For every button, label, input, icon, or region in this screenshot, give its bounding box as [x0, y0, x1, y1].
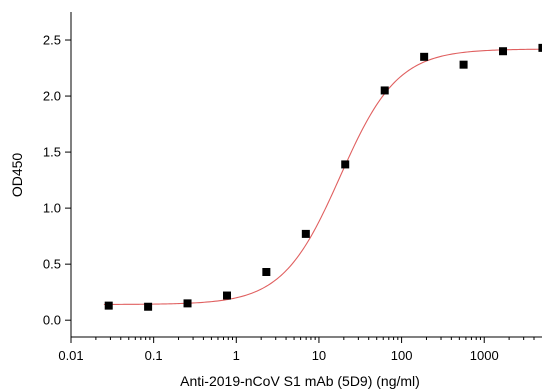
x-tick-label: 0.01: [58, 348, 83, 363]
data-point: [459, 60, 468, 69]
x-tick-label: 100: [391, 348, 413, 363]
data-point: [499, 47, 508, 56]
fit-curve: [103, 48, 542, 305]
y-tick-label: 2.0: [43, 89, 61, 104]
x-tick-label: 10: [312, 348, 326, 363]
y-tick-label: 2.5: [43, 33, 61, 48]
x-axis-title: Anti-2019-nCoV S1 mAb (5D9) (ng/ml): [180, 373, 420, 389]
data-point: [420, 52, 429, 61]
y-tick-label: 1.5: [43, 145, 61, 160]
axes: 0.01 0.1 1 10 100 1000 0.0 0.5 1.0 1.5 2.0 2.5: [43, 12, 542, 363]
data-point: [223, 291, 232, 300]
y-tick-label: 1.0: [43, 201, 61, 216]
x-tick-label: 1: [233, 348, 240, 363]
y-ticks: 0.0 0.5 1.0 1.5 2.0 2.5: [43, 33, 71, 328]
data-point: [144, 302, 153, 311]
x-ticks: 0.01 0.1 1 10 100 1000: [58, 337, 535, 363]
x-tick-label: 1000: [470, 348, 499, 363]
fit-curve-layer: [103, 48, 542, 305]
data-point: [380, 86, 389, 95]
data-point: [104, 301, 113, 310]
data-point: [183, 299, 192, 308]
y-tick-label: 0.0: [43, 313, 61, 328]
data-point: [301, 229, 310, 238]
data-point: [341, 160, 350, 169]
y-tick-label: 0.5: [43, 257, 61, 272]
x-tick-label: 0.1: [145, 348, 163, 363]
data-point: [538, 43, 542, 52]
data-point: [262, 268, 271, 276]
data-points-layer: [104, 43, 542, 311]
plot-area: [103, 43, 542, 311]
y-axis-title: OD450: [9, 153, 25, 198]
